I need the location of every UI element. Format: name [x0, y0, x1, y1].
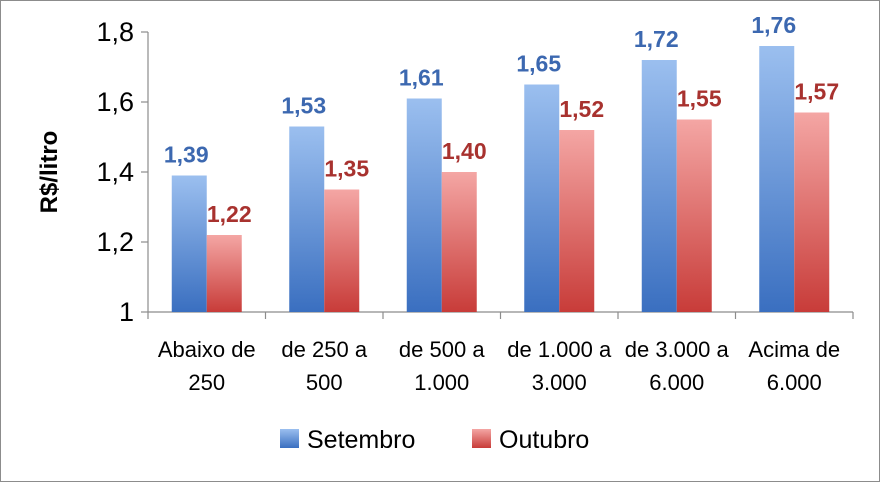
x-category-label: 3.000	[532, 370, 587, 395]
legend-swatch-outubro	[472, 429, 491, 448]
y-tick-label: 1,6	[96, 87, 134, 117]
data-label-setembro: 1,72	[634, 26, 679, 52]
bar-outubro-3	[441, 172, 477, 312]
bar-setembro-3	[406, 98, 442, 312]
data-label-outubro: 1,40	[442, 138, 487, 164]
x-category-label: 500	[306, 370, 343, 395]
data-label-outubro: 1,22	[207, 201, 252, 227]
legend: Setembro Outubro	[280, 426, 589, 454]
y-tick-label: 1	[119, 297, 134, 327]
bar-setembro-2	[289, 126, 325, 312]
bar-outubro-5	[676, 119, 712, 312]
y-tick-label: 1,4	[96, 157, 134, 187]
data-label-outubro: 1,55	[677, 86, 722, 112]
x-category-label: de 1.000 a	[507, 337, 612, 362]
data-label-outubro: 1,52	[559, 96, 604, 122]
bar-outubro-2	[324, 189, 360, 312]
x-category-label: Abaixo de	[158, 337, 256, 362]
data-label-outubro: 1,35	[324, 156, 369, 182]
data-labels: 1,39 1,53 1,61 1,65 1,72 1,76 1,22 1,35 1,40 1,52…	[164, 12, 839, 227]
bar-outubro-6	[794, 112, 830, 312]
x-category-label: de 250 a	[281, 337, 367, 362]
bar-outubro-1	[206, 235, 242, 312]
legend-label-outubro: Outubro	[499, 426, 589, 454]
y-axis-label: R$/litro	[36, 131, 63, 214]
x-category-label: 6.000	[767, 370, 822, 395]
data-label-setembro: 1,53	[281, 93, 326, 119]
y-tick-label: 1,8	[96, 17, 134, 47]
x-category-label: 250	[188, 370, 225, 395]
legend-swatch-setembro	[280, 429, 299, 448]
data-label-outubro: 1,57	[794, 79, 839, 105]
x-category-label: 1.000	[414, 370, 469, 395]
legend-label-setembro: Setembro	[307, 426, 415, 454]
axes: 1 1,2 1,4 1,6 1,8 R$/litro Abaixo de 250 de 250 …	[36, 17, 854, 395]
x-category-label: Acima de	[748, 337, 840, 362]
bar-outubro-4	[559, 130, 595, 312]
x-category-label: de 3.000 a	[625, 337, 730, 362]
bar-setembro-6	[759, 46, 795, 312]
bars	[171, 46, 830, 312]
data-label-setembro: 1,61	[399, 65, 444, 91]
bar-setembro-1	[171, 175, 207, 312]
bar-setembro-5	[641, 60, 677, 312]
x-category-label: 6.000	[649, 370, 704, 395]
data-label-setembro: 1,39	[164, 142, 209, 168]
bar-setembro-4	[524, 84, 560, 312]
y-tick-label: 1,2	[96, 227, 134, 257]
data-label-setembro: 1,65	[516, 51, 561, 77]
data-label-setembro: 1,76	[751, 12, 796, 38]
x-category-label: de 500 a	[399, 337, 485, 362]
